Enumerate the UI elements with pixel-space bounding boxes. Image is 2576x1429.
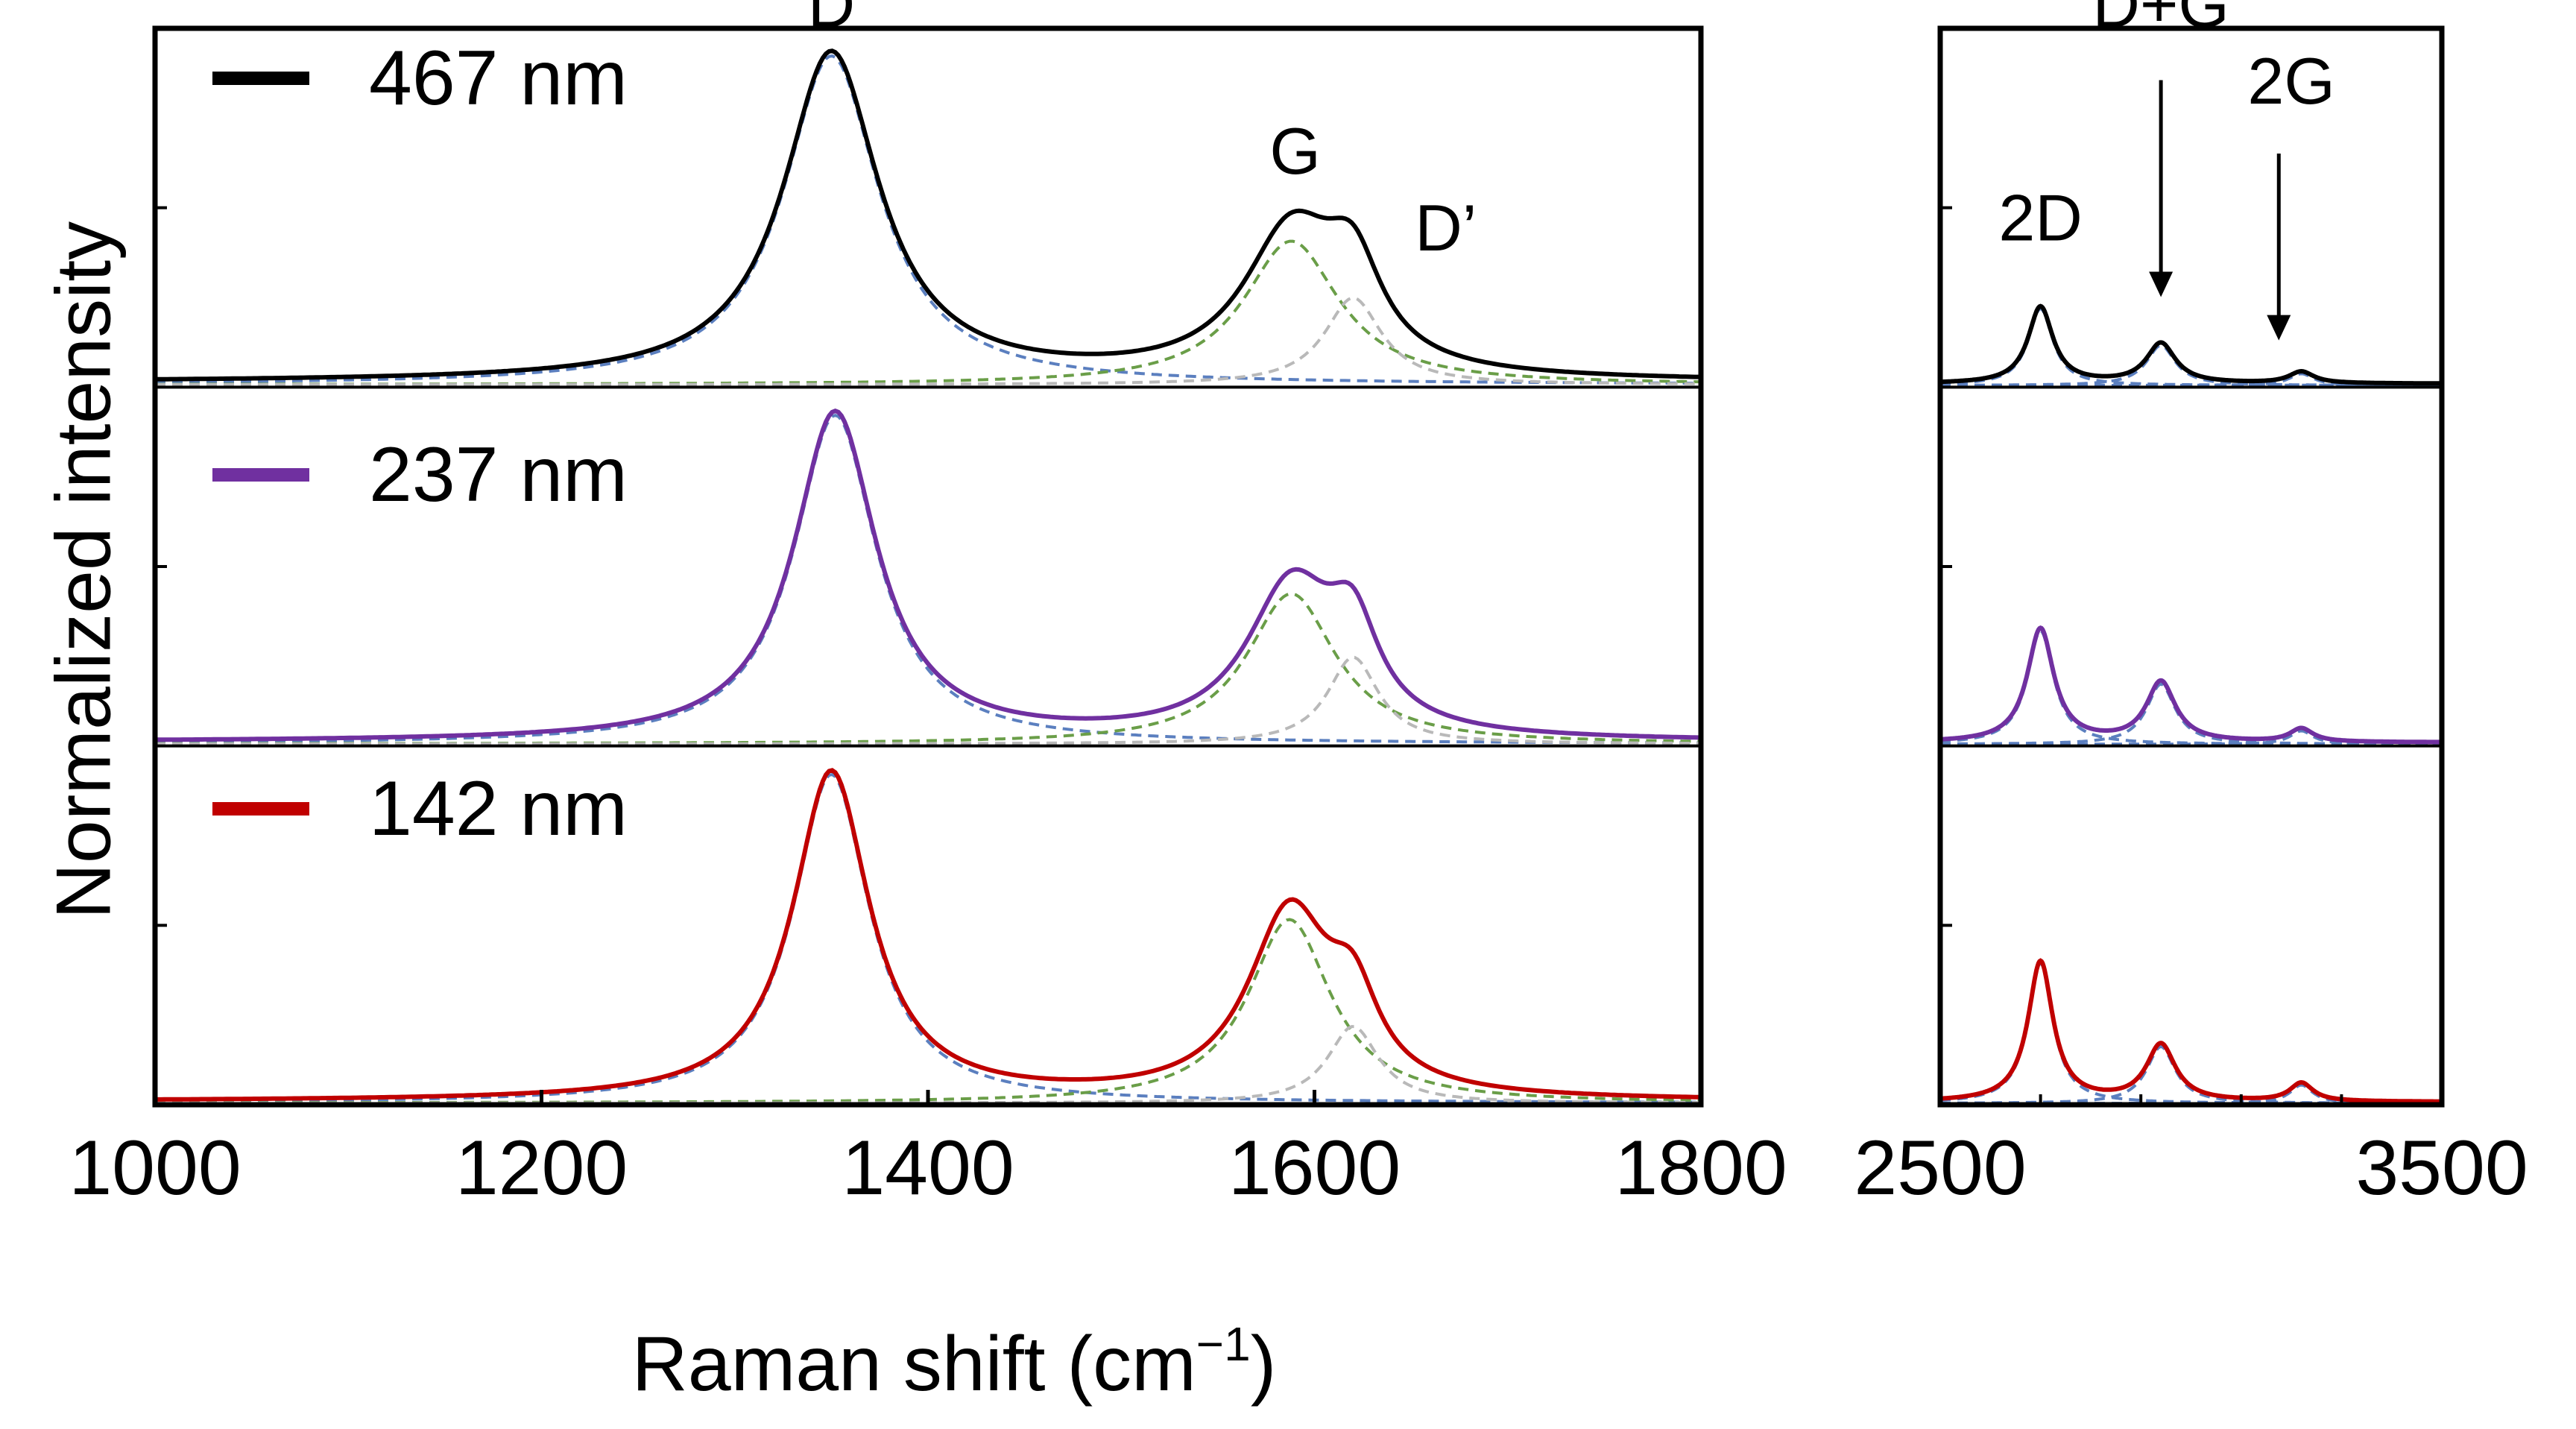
legend-label-142: 142 nm <box>369 766 628 852</box>
x-tick-label-2500: 2500 <box>1854 1125 2026 1211</box>
x-axis-label-main: Raman shift (cm <box>632 1321 1196 1407</box>
fit-d-237-nm <box>155 413 1701 745</box>
legend-label-237: 237 nm <box>369 432 628 518</box>
legend-swatch-467 <box>212 72 309 85</box>
first-order-panel: 1000 1200 1400 1600 1800 D G D’ <box>69 0 1787 1211</box>
peak-label-g: G <box>1269 114 1320 188</box>
legend-entry-142: 142 nm <box>212 766 628 852</box>
arrow-head-0 <box>2149 271 2174 297</box>
x-tick-label-1200: 1200 <box>455 1125 628 1211</box>
fit-d-467-nm <box>154 54 1701 385</box>
x-axis-label-superscript: −1 <box>1196 1317 1251 1371</box>
legend-label-467: 467 nm <box>369 35 628 122</box>
x-axis-label: Raman shift (cm−1) <box>632 1317 1277 1407</box>
peak-label-d: D’ <box>1415 191 1477 265</box>
legend-swatch-142 <box>212 802 309 816</box>
x-tick-label-1400: 1400 <box>842 1125 1014 1211</box>
fit-g-142-nm <box>155 918 1701 1105</box>
peak-label-d: D <box>808 0 856 41</box>
fit-d-142-nm <box>155 772 1701 1104</box>
panel-frame <box>1937 25 2445 1108</box>
spectrum-237-nm-first-order <box>154 408 1701 742</box>
spectrum-467-nm-second-order <box>1940 303 2442 386</box>
peak-label-dg: D+G <box>2092 0 2229 41</box>
spectrum-237-nm-second-order <box>1939 625 2442 745</box>
second-order-panel: 2500 3500 2D D+G 2G <box>1854 0 2528 1211</box>
legend: 467 nm 237 nm 142 nm <box>212 35 628 852</box>
fit-d_prime-237-nm <box>155 655 1701 745</box>
legend-entry-467: 467 nm <box>212 35 628 122</box>
x-axis-label-close: ) <box>1251 1321 1277 1407</box>
peak-label-2d: 2D <box>1998 180 2083 254</box>
x-tick-label-3500: 3500 <box>2355 1125 2528 1211</box>
fit-d+g-142-nm <box>1940 1045 2442 1105</box>
fit-d+g-237-nm <box>1940 682 2442 746</box>
legend-swatch-237 <box>212 468 309 482</box>
legend-entry-237: 237 nm <box>212 432 628 518</box>
panel-frame <box>152 25 1704 1108</box>
x-tick-label-1600: 1600 <box>1228 1125 1401 1211</box>
fit-d_prime-467-nm <box>155 296 1701 386</box>
x-tick-label-1000: 1000 <box>69 1125 241 1211</box>
spectrum-467-nm-first-order <box>155 48 1702 382</box>
spectrum-142-nm-first-order <box>155 768 1702 1102</box>
spectrum-142-nm-second-order <box>1939 958 2442 1104</box>
fit-2d-142-nm <box>1939 961 2442 1105</box>
arrow-head-1 <box>2267 315 2291 341</box>
y-axis-label: Normalized intensity <box>40 221 127 919</box>
peak-label-2g: 2G <box>2247 44 2334 118</box>
x-tick-label-1800: 1800 <box>1614 1125 1787 1211</box>
